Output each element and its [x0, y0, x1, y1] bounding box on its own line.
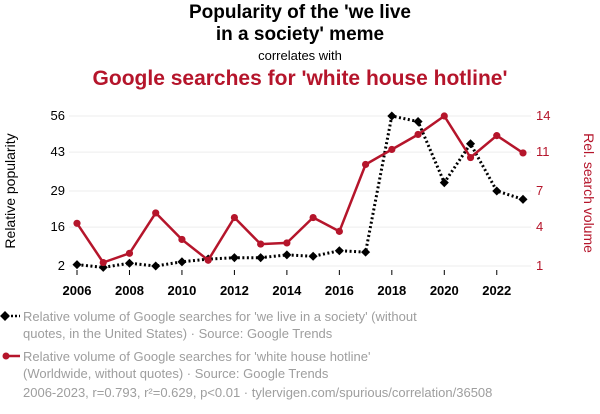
x-tick-label: 2020: [430, 283, 459, 298]
x-axis: 2006 2008 2010 2012 2014 2016 2018 2020 2022: [63, 270, 511, 298]
y-left-axis-title: Relative popularity: [2, 133, 18, 248]
data-point: [387, 111, 397, 121]
chart-title-line-2: in a society' meme: [215, 24, 385, 45]
x-tick-label: 2010: [167, 283, 196, 298]
data-point: [125, 249, 134, 257]
data-point: [283, 239, 291, 247]
data-point: [178, 235, 186, 244]
gridlines: [69, 115, 531, 267]
data-point: [177, 257, 187, 267]
data-point: [466, 153, 475, 162]
x-tick-label: 2008: [115, 283, 144, 298]
x-tick-label: 2016: [325, 283, 354, 298]
footer-stats: 2006-2023, r=0.793, r²=0.629, p<0.01 · t…: [23, 385, 493, 400]
chart-title-line-1: Popularity of the 'we live: [188, 2, 411, 23]
y-left-tick-label: 29: [51, 183, 65, 198]
series-line: [76, 114, 524, 269]
data-point: [152, 209, 160, 217]
data-point: [466, 139, 476, 149]
data-point: [440, 112, 448, 120]
data-point: [414, 130, 422, 139]
data-point: [413, 117, 423, 127]
y-right-tick-label: 1: [536, 258, 543, 273]
data-point: [204, 256, 212, 264]
data-point: [257, 240, 265, 248]
data-point: [308, 251, 318, 261]
data-point: [229, 253, 239, 263]
x-tick-label: 2022: [482, 283, 511, 298]
data-point: [335, 227, 343, 235]
data-point: [361, 247, 371, 257]
data-point: [492, 186, 502, 196]
legend-label-2: Relative volume of Google searches for '…: [23, 349, 371, 381]
correlates-label: correlates with: [258, 48, 342, 63]
y-left-tick-label: 56: [51, 108, 65, 123]
y-right-tick-label: 4: [536, 219, 543, 234]
x-tick-label: 2006: [63, 283, 92, 298]
series-white-house-hotline: [73, 112, 527, 267]
data-point: [361, 160, 370, 169]
legend-swatch-dotted: [0, 311, 20, 321]
data-point: [518, 194, 528, 204]
chart-title: Popularity of the 'we live in a society'…: [0, 2, 600, 46]
data-point: [309, 213, 317, 222]
x-tick-label: 2012: [220, 283, 249, 298]
data-point: [519, 149, 527, 157]
data-point: [282, 250, 292, 260]
y-left-tick-label: 2: [58, 258, 65, 273]
data-point: [334, 246, 344, 256]
data-point: [73, 219, 81, 227]
y-left-tick-label: 43: [51, 144, 65, 159]
line-chart: 2006 2008 2010 2012 2014 2016 2018 2020 2022 2 16…: [2, 108, 597, 298]
y-left-tick-label: 16: [51, 219, 65, 234]
data-point: [230, 213, 239, 222]
series-line: [75, 114, 524, 264]
x-tick-label: 2014: [272, 283, 302, 298]
chart-subtitle: Google searches for 'white house hotline…: [92, 67, 508, 90]
data-point: [151, 261, 161, 271]
y-right-tick-label: 11: [536, 144, 550, 159]
data-point: [493, 132, 501, 140]
data-point: [256, 253, 266, 263]
x-tick-label: 2018: [377, 283, 406, 298]
y-right-axis-title: Rel. search volume: [581, 133, 597, 253]
y-right-tick-label: 7: [536, 183, 543, 198]
data-point: [72, 260, 82, 270]
series-meme-popularity: [72, 111, 528, 272]
legend-label-1: Relative volume of Google searches for '…: [23, 309, 417, 341]
series-layer: [72, 111, 528, 272]
data-point: [99, 258, 107, 267]
y-right-tick-label: 14: [536, 108, 550, 123]
y-axis-left: 2 16 29 43 56 Relative popularity: [2, 108, 65, 273]
legend-swatch-solid: [2, 352, 20, 360]
data-point: [388, 145, 396, 154]
